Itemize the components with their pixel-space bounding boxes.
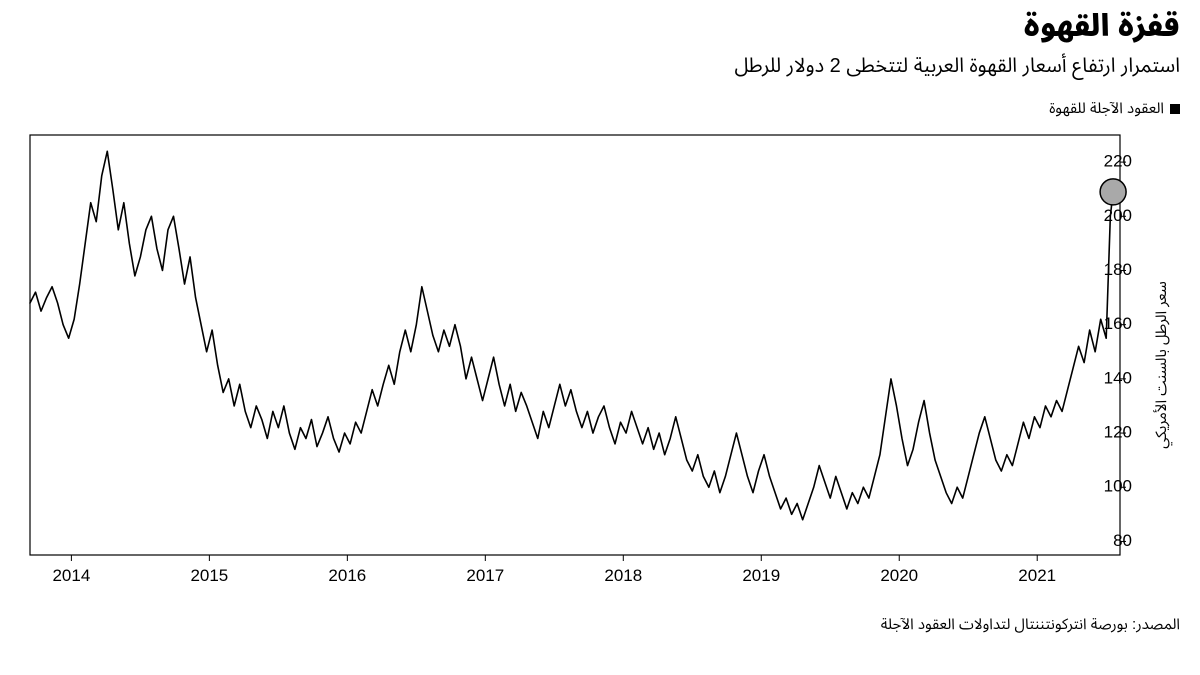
line-chart-svg: 8010012014016018020022020142015201620172… bbox=[20, 125, 1180, 605]
y-tick-label: 160 bbox=[1104, 314, 1132, 333]
x-tick-label: 2015 bbox=[190, 566, 228, 585]
x-tick-label: 2020 bbox=[880, 566, 918, 585]
chart-footnote: المصدر: بورصة انتركونتننتال لتداولات الع… bbox=[20, 609, 1180, 641]
y-tick-label: 120 bbox=[1104, 423, 1132, 442]
y-tick-label: 80 bbox=[1113, 531, 1132, 550]
latest-point-highlight-icon bbox=[1100, 179, 1126, 205]
x-tick-label: 2018 bbox=[604, 566, 642, 585]
legend-label: العقود الآجلة للقهوة bbox=[1049, 93, 1164, 125]
chart-headline: قفزة القهوة bbox=[20, 10, 1180, 43]
y-tick-label: 220 bbox=[1104, 152, 1132, 171]
price-series-line bbox=[30, 151, 1113, 520]
x-tick-label: 2014 bbox=[52, 566, 90, 585]
legend-swatch-icon bbox=[1170, 104, 1180, 114]
y-tick-label: 100 bbox=[1104, 477, 1132, 496]
y-tick-label: 200 bbox=[1104, 206, 1132, 225]
x-tick-label: 2017 bbox=[466, 566, 504, 585]
x-tick-label: 2021 bbox=[1018, 566, 1056, 585]
y-axis-title: سعر الرطل بالسنت الأمريكي bbox=[1146, 281, 1178, 448]
plot-border bbox=[30, 135, 1120, 555]
x-tick-label: 2019 bbox=[742, 566, 780, 585]
chart-legend: العقود الآجلة للقهوة bbox=[20, 93, 1180, 125]
x-tick-label: 2016 bbox=[328, 566, 366, 585]
chart-subhead: استمرار ارتفاع أسعار القهوة العربية لتتخ… bbox=[20, 45, 1180, 87]
chart-area: 8010012014016018020022020142015201620172… bbox=[20, 125, 1180, 605]
y-tick-label: 140 bbox=[1104, 368, 1132, 387]
